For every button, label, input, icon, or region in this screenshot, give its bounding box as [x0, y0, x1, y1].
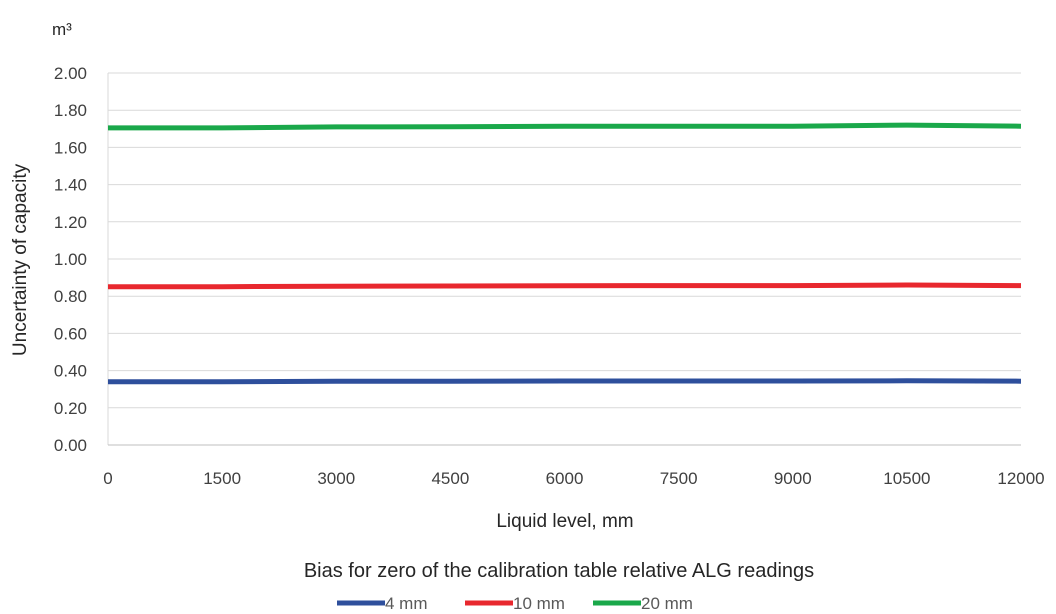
series-line-4-mm: [108, 378, 1022, 385]
series-lines: [108, 122, 1022, 385]
legend-label: 4 mm: [385, 594, 428, 613]
y-tick-label: 0.20: [54, 399, 87, 418]
y-tick-label: 1.80: [54, 101, 87, 120]
x-tick-label: 3000: [317, 469, 355, 488]
legend-label: 10 mm: [513, 594, 565, 613]
gridlines: [108, 72, 1021, 409]
series-line-20-mm: [108, 122, 1022, 131]
x-tick-label: 10500: [883, 469, 930, 488]
y-tick-label: 1.40: [54, 176, 87, 195]
legend: 4 mm 10 mm 20 mm: [337, 594, 693, 613]
x-tick-label: 0: [103, 469, 112, 488]
x-axis-title: Liquid level, mm: [496, 511, 633, 532]
legend-title: Bias for zero of the calibration table r…: [304, 560, 814, 582]
y-tick-label: 0.60: [54, 324, 87, 343]
series-line-10-mm: [108, 282, 1022, 290]
y-tick-label: 2.00: [54, 64, 87, 83]
y-tick-label: 0.40: [54, 362, 87, 381]
x-tick-label: 4500: [431, 469, 469, 488]
x-tick-label: 7500: [660, 469, 698, 488]
y-tick-label: 1.60: [54, 138, 87, 157]
x-tick-label: 1500: [203, 469, 241, 488]
y-tick-label: 1.00: [54, 250, 87, 269]
x-tick-label: 6000: [546, 469, 584, 488]
y-tick-label: 1.20: [54, 213, 87, 232]
y-unit-label: m³: [52, 20, 72, 39]
y-tick-label: 0.00: [54, 436, 87, 455]
y-axis-title: Uncertainty of capacity: [10, 163, 31, 356]
x-tick-label: 9000: [774, 469, 812, 488]
legend-label: 20 mm: [641, 594, 693, 613]
x-tick-label: 12000: [997, 469, 1044, 488]
axes: 0.00 0.20 0.40 0.60 0.80 1.00 1.20 1.40 1.60 1.80…: [54, 64, 1045, 488]
y-tick-label: 0.80: [54, 287, 87, 306]
